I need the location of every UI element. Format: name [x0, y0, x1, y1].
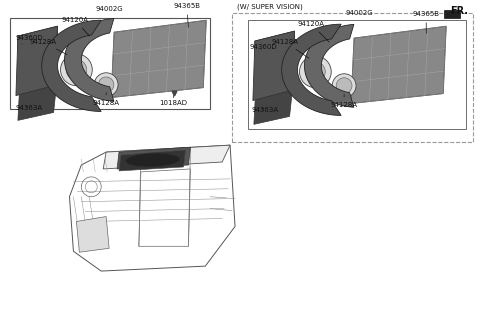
Circle shape — [66, 60, 87, 80]
Text: 94363A: 94363A — [252, 108, 279, 113]
Polygon shape — [351, 26, 446, 104]
Polygon shape — [103, 145, 230, 169]
Polygon shape — [119, 150, 185, 171]
Polygon shape — [254, 79, 294, 124]
Text: 94128A: 94128A — [30, 39, 67, 55]
Circle shape — [300, 56, 331, 88]
Polygon shape — [16, 26, 58, 95]
Polygon shape — [76, 216, 109, 252]
Polygon shape — [18, 26, 58, 52]
Text: 94363A: 94363A — [16, 105, 43, 112]
Text: 94360D: 94360D — [16, 35, 44, 44]
Polygon shape — [304, 25, 354, 107]
Polygon shape — [111, 20, 206, 97]
Text: (W/ SUPER VISION): (W/ SUPER VISION) — [237, 4, 303, 10]
Polygon shape — [18, 75, 58, 120]
Text: 94002G: 94002G — [96, 6, 123, 12]
Polygon shape — [444, 10, 460, 18]
Circle shape — [336, 78, 352, 94]
Circle shape — [98, 77, 114, 93]
Text: 1018AD: 1018AD — [159, 95, 188, 107]
Text: 94128A: 94128A — [331, 95, 358, 109]
Circle shape — [305, 62, 325, 82]
Polygon shape — [253, 31, 295, 100]
Polygon shape — [255, 31, 295, 57]
Text: 94365B: 94365B — [412, 11, 440, 33]
Text: 94360D: 94360D — [250, 44, 277, 50]
Polygon shape — [282, 24, 341, 115]
Circle shape — [94, 73, 118, 96]
Ellipse shape — [125, 153, 180, 167]
Circle shape — [332, 74, 356, 97]
Text: 94365B: 94365B — [174, 3, 201, 27]
Circle shape — [60, 54, 92, 86]
Polygon shape — [42, 20, 101, 112]
Text: 94120A: 94120A — [61, 17, 89, 36]
Text: 94128A: 94128A — [272, 39, 309, 58]
Text: 94002G: 94002G — [345, 10, 373, 16]
Text: 94120A: 94120A — [298, 21, 329, 42]
Text: FR.: FR. — [450, 6, 468, 16]
Polygon shape — [64, 18, 114, 101]
Polygon shape — [20, 75, 58, 93]
Polygon shape — [117, 147, 191, 169]
Text: 94128A: 94128A — [93, 93, 120, 107]
